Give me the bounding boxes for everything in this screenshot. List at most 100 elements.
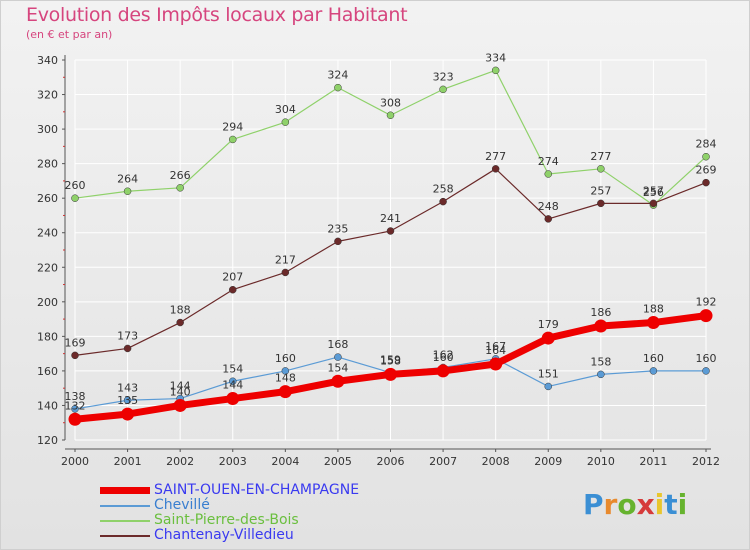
data-label: 241 bbox=[380, 212, 401, 225]
data-point bbox=[334, 353, 342, 361]
data-label: 235 bbox=[327, 222, 348, 235]
data-point bbox=[491, 165, 500, 173]
x-tick-label: 2007 bbox=[429, 455, 457, 468]
legend-swatch bbox=[100, 504, 150, 507]
data-label: 248 bbox=[538, 200, 559, 213]
data-point bbox=[649, 367, 658, 375]
data-label: 162 bbox=[433, 348, 454, 361]
data-point bbox=[597, 370, 605, 379]
data-label: 151 bbox=[538, 367, 559, 380]
data-label: 186 bbox=[590, 306, 611, 319]
data-point bbox=[334, 83, 342, 92]
data-point bbox=[229, 135, 237, 144]
data-label: 274 bbox=[538, 155, 559, 168]
y-tick-label: 220 bbox=[37, 261, 58, 274]
data-label: 217 bbox=[275, 253, 296, 266]
data-label: 143 bbox=[117, 381, 138, 394]
data-label: 154 bbox=[327, 361, 348, 374]
data-label: 154 bbox=[222, 362, 243, 375]
data-point bbox=[71, 405, 79, 413]
legend-item: SAINT-OUEN-EN-CHAMPAGNE bbox=[100, 483, 359, 498]
data-point bbox=[544, 170, 552, 178]
data-point bbox=[229, 285, 237, 294]
y-tick-label: 140 bbox=[37, 399, 58, 412]
data-point bbox=[702, 178, 710, 187]
series-chantenay-villedieu: 169 173 188 207 217 235 241 258 277 248 257 257 269 bbox=[65, 150, 717, 360]
data-label: 308 bbox=[380, 96, 401, 109]
data-label: 304 bbox=[275, 103, 296, 116]
x-tick-label: 2009 bbox=[534, 455, 562, 468]
data-point bbox=[436, 364, 450, 378]
legend-label: Chevillé bbox=[154, 497, 210, 513]
data-label: 144 bbox=[222, 379, 243, 392]
series-saint-pierre-des-bois: 260 264 266 294 304 324 308 323 334 274 277 256 284 bbox=[65, 51, 717, 209]
data-label: 207 bbox=[222, 271, 243, 284]
data-point bbox=[278, 385, 292, 399]
legend-label: Chantenay-Villedieu bbox=[154, 527, 294, 543]
data-point bbox=[386, 111, 395, 120]
data-point bbox=[597, 165, 605, 173]
data-point bbox=[594, 319, 608, 333]
data-label: 294 bbox=[222, 120, 243, 133]
legend-item: Chevillé bbox=[100, 498, 359, 513]
data-label: 158 bbox=[380, 354, 401, 367]
x-tick-label: 2010 bbox=[587, 455, 615, 468]
data-label: 138 bbox=[65, 390, 86, 403]
data-label: 158 bbox=[590, 355, 611, 368]
data-label: 168 bbox=[327, 338, 348, 351]
data-point bbox=[649, 199, 658, 208]
data-label: 164 bbox=[485, 344, 506, 357]
legend-label: SAINT-OUEN-EN-CHAMPAGNE bbox=[154, 482, 360, 498]
legend-item: Saint-Pierre-des-Bois bbox=[100, 513, 359, 528]
data-point bbox=[384, 367, 397, 381]
data-label: 277 bbox=[590, 150, 611, 163]
data-label: 277 bbox=[485, 150, 506, 163]
chart-legend: SAINT-OUEN-EN-CHAMPAGNE Chevillé Saint-Pie… bbox=[100, 483, 359, 543]
data-label: 264 bbox=[117, 172, 138, 185]
legend-swatch bbox=[100, 519, 150, 522]
data-point bbox=[544, 382, 552, 391]
data-label: 160 bbox=[643, 352, 664, 365]
data-point bbox=[699, 309, 713, 323]
data-label: 160 bbox=[433, 351, 454, 364]
data-label: 334 bbox=[485, 51, 506, 64]
data-label: 188 bbox=[170, 304, 191, 317]
legend-label: Saint-Pierre-des-Bois bbox=[154, 512, 299, 528]
data-point bbox=[176, 318, 184, 327]
y-tick-label: 300 bbox=[37, 123, 58, 136]
y-tick-label: 240 bbox=[37, 227, 58, 240]
x-tick-label: 2003 bbox=[219, 455, 247, 468]
data-point bbox=[123, 396, 132, 405]
data-point bbox=[489, 357, 503, 371]
data-point bbox=[439, 197, 447, 206]
y-tick-label: 260 bbox=[37, 192, 58, 205]
data-label: 135 bbox=[117, 394, 138, 407]
data-label: 257 bbox=[643, 184, 664, 197]
x-tick-label: 2011 bbox=[639, 455, 667, 468]
x-tick-label: 2002 bbox=[166, 455, 194, 468]
data-point bbox=[334, 237, 342, 246]
data-label: 258 bbox=[433, 183, 454, 196]
data-label: 260 bbox=[65, 179, 86, 192]
data-label: 284 bbox=[696, 138, 717, 151]
data-label: 257 bbox=[590, 184, 611, 197]
data-point bbox=[173, 398, 187, 412]
y-tick-label: 180 bbox=[37, 330, 58, 343]
data-label: 144 bbox=[170, 380, 191, 393]
data-label: 159 bbox=[380, 354, 401, 367]
x-tick-label: 2008 bbox=[482, 455, 510, 468]
data-point bbox=[176, 184, 184, 192]
x-tick-label: 2012 bbox=[692, 455, 720, 468]
data-label: 160 bbox=[275, 352, 296, 365]
data-point bbox=[331, 374, 345, 388]
x-tick-label: 2005 bbox=[324, 455, 352, 468]
y-tick-label: 160 bbox=[37, 365, 58, 378]
chart-subtitle: (en € et par an) bbox=[26, 28, 113, 41]
data-point bbox=[597, 199, 605, 208]
data-point bbox=[491, 66, 500, 75]
data-point bbox=[68, 412, 82, 426]
data-label: 269 bbox=[696, 164, 717, 177]
data-label: 160 bbox=[696, 352, 717, 365]
